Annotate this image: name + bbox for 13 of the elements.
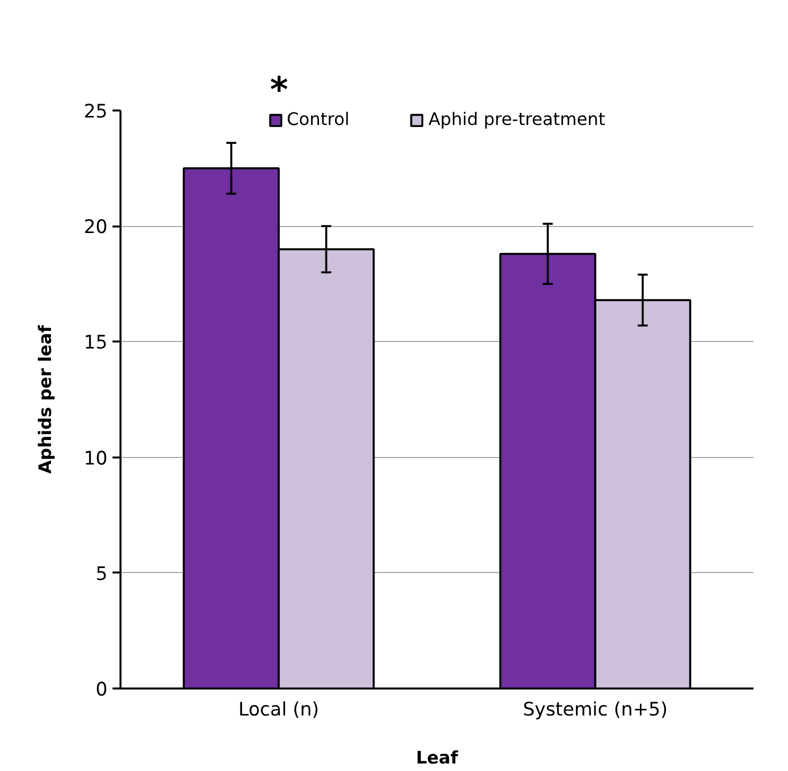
y-tick-label: 0 [96, 680, 108, 700]
x-axis-title: Leaf [416, 748, 458, 768]
y-tick-label: 25 [84, 102, 108, 122]
y-tick-label: 5 [96, 564, 108, 585]
legend-label: Aphid pre-treatment [428, 110, 606, 130]
y-tick-label: 15 [84, 332, 108, 354]
x-tick-label: Systemic (n+5) [522, 700, 668, 720]
y-axis-title: Aphids per leaf [36, 324, 56, 474]
legend-label: Control [286, 110, 350, 130]
x-tick-label: Local (n) [238, 700, 320, 720]
y-tick-label: 20 [84, 217, 108, 238]
text: * [270, 70, 288, 110]
y-tick-label: 10 [84, 448, 108, 470]
